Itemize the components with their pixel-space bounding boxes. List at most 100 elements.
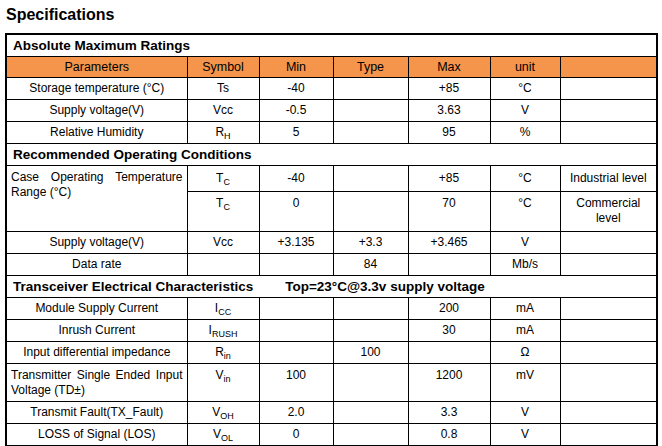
cell-parameter: Supply voltage(V)	[6, 100, 187, 122]
section-transceiver-electrical-characteristics: Transceiver Electrical Characteristics To…	[6, 276, 657, 298]
cell-unit: mA	[490, 298, 560, 320]
cell-symbol: VOH	[187, 402, 259, 424]
column-header-max: Max	[408, 57, 490, 78]
cell-type	[333, 320, 408, 342]
cell-note: Commercial level	[560, 192, 657, 232]
cell-unit: °C	[490, 166, 560, 192]
cell-note	[560, 254, 657, 276]
cell-symbol: Ts	[187, 78, 259, 100]
column-header-min: Min	[259, 57, 333, 78]
column-header-unit: unit	[490, 57, 560, 78]
cell-max: 3.3	[408, 402, 490, 424]
cell-unit: mA	[490, 320, 560, 342]
cell-parameter: Transmit Fault(TX_Fault)	[6, 402, 187, 424]
cell-min: 100	[259, 364, 333, 402]
cell-note	[560, 78, 657, 100]
cell-max: 3.63	[408, 100, 490, 122]
cell-min: -0.5	[259, 100, 333, 122]
cell-unit: V	[490, 232, 560, 254]
cell-min	[259, 298, 333, 320]
cell-unit: °C	[490, 192, 560, 232]
cell-type: +3.3	[333, 232, 408, 254]
cell-min	[259, 254, 333, 276]
cell-unit: V	[490, 424, 560, 446]
cell-type: 100	[333, 342, 408, 364]
cell-min: -40	[259, 166, 333, 192]
cell-parameter: Transmitter Single Ended Input Voltage (…	[6, 364, 187, 402]
section-title: Recommended Operating Conditions	[6, 144, 657, 166]
cell-note	[560, 122, 657, 144]
cell-parameter: Module Supply Current	[6, 298, 187, 320]
cell-type	[333, 364, 408, 402]
cell-type: 84	[333, 254, 408, 276]
cell-symbol: Rin	[187, 342, 259, 364]
cell-parameter: Data rate	[6, 254, 187, 276]
column-header-row: Parameters Symbol Min Type Max unit	[6, 57, 657, 78]
cell-max: 1200	[408, 364, 490, 402]
cell-symbol: ICC	[187, 298, 259, 320]
cell-note	[560, 364, 657, 402]
cell-note	[560, 298, 657, 320]
section-title-note: Top=23°C@3.3v supply voltage	[285, 279, 485, 294]
cell-min: -40	[259, 78, 333, 100]
cell-symbol: TC	[187, 192, 259, 232]
cell-parameter: Storage temperature (°C)	[6, 78, 187, 100]
cell-note	[560, 424, 657, 446]
cell-max	[408, 342, 490, 364]
table-row: Supply voltage(V) Vcc +3.135 +3.3 +3.465…	[6, 232, 657, 254]
table-row: Relative Humidity RH 5 95 %	[6, 122, 657, 144]
column-header-parameters: Parameters	[6, 57, 187, 78]
cell-symbol	[187, 254, 259, 276]
cell-unit: V	[490, 402, 560, 424]
cell-parameter: Inrush Current	[6, 320, 187, 342]
cell-parameter: Case Operating Temperature Range (°C)	[6, 166, 187, 232]
table-row: Transmitter Single Ended Input Voltage (…	[6, 364, 657, 402]
cell-type	[333, 78, 408, 100]
cell-unit: Ω	[490, 342, 560, 364]
cell-note	[560, 402, 657, 424]
cell-max: 0.8	[408, 424, 490, 446]
cell-symbol: RH	[187, 122, 259, 144]
cell-unit: °C	[490, 78, 560, 100]
section-absolute-maximum-ratings: Absolute Maximum Ratings	[6, 34, 657, 57]
cell-type	[333, 192, 408, 232]
cell-max: 200	[408, 298, 490, 320]
cell-parameter: LOSS of Signal (LOS)	[6, 424, 187, 446]
cell-max: +3.465	[408, 232, 490, 254]
cell-symbol: VOL	[187, 424, 259, 446]
table-row: Module Supply Current ICC 200 mA	[6, 298, 657, 320]
table-row: Case Operating Temperature Range (°C) TC…	[6, 166, 657, 192]
section-title: Transceiver Electrical Characteristics To…	[6, 276, 657, 298]
cell-min: 0	[259, 192, 333, 232]
table-row: Supply voltage(V) Vcc -0.5 3.63 V	[6, 100, 657, 122]
cell-unit: V	[490, 100, 560, 122]
cell-unit: mV	[490, 364, 560, 402]
cell-note	[560, 232, 657, 254]
cell-note	[560, 342, 657, 364]
cell-type	[333, 122, 408, 144]
cell-symbol: TC	[187, 166, 259, 192]
table-row: Storage temperature (°C) Ts -40 +85 °C	[6, 78, 657, 100]
column-header-symbol: Symbol	[187, 57, 259, 78]
section-title-text: Transceiver Electrical Characteristics	[13, 279, 253, 294]
table-row: Transmit Fault(TX_Fault) VOH 2.0 3.3 V	[6, 402, 657, 424]
column-header-type: Type	[333, 57, 408, 78]
cell-type	[333, 298, 408, 320]
cell-symbol: Vcc	[187, 100, 259, 122]
cell-symbol: Vcc	[187, 232, 259, 254]
cell-type	[333, 424, 408, 446]
cell-max: +85	[408, 166, 490, 192]
cell-min: 0	[259, 424, 333, 446]
cell-symbol: IRUSH	[187, 320, 259, 342]
page-title: Specifications	[6, 5, 662, 25]
cell-min: +3.135	[259, 232, 333, 254]
section-title: Absolute Maximum Ratings	[6, 34, 657, 57]
cell-parameter: Input differential impedance	[6, 342, 187, 364]
cell-max: 70	[408, 192, 490, 232]
cell-unit: %	[490, 122, 560, 144]
cell-note	[560, 100, 657, 122]
cell-max: +85	[408, 78, 490, 100]
cell-type	[333, 166, 408, 192]
cell-min	[259, 342, 333, 364]
cell-note: Industrial level	[560, 166, 657, 192]
